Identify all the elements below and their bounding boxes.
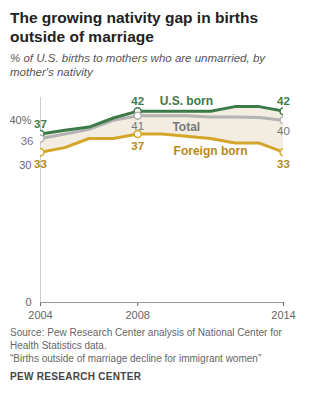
html-text:Source: Pew Research Center an: Source: Pew Research Center analysis of … — [10, 327, 282, 351]
svg-text:40: 40 — [277, 125, 290, 137]
svg-text:0: 0 — [25, 296, 31, 308]
svg-text:Total: Total — [172, 120, 200, 134]
html-text:% of U.S. births to mothers wh: % of U.S. births to mothers who are unma… — [10, 52, 265, 78]
svg-text:30: 30 — [19, 159, 31, 171]
svg-text:2004: 2004 — [28, 309, 52, 321]
svg-text:U.S. born: U.S. born — [160, 94, 213, 108]
html-text:“Births outside of marriage de: “Births outside of marriage decline for … — [10, 353, 262, 364]
svg-text:33: 33 — [34, 158, 47, 170]
svg-text:2008: 2008 — [125, 309, 149, 321]
svg-text:40%: 40% — [10, 114, 32, 126]
svg-text:37: 37 — [34, 118, 47, 130]
svg-text:42: 42 — [131, 95, 144, 107]
svg-text:42: 42 — [277, 95, 290, 107]
svg-text:2014: 2014 — [271, 309, 295, 321]
svg-text:41: 41 — [131, 120, 144, 132]
svg-text:33: 33 — [277, 158, 290, 170]
svg-text:36: 36 — [21, 135, 34, 147]
svg-text:Foreign born: Foreign born — [174, 144, 248, 158]
html-text:PEW RESEARCH CENTER: PEW RESEARCH CENTER — [10, 371, 142, 382]
svg-text:37: 37 — [131, 140, 144, 152]
html-text:The growing nativity gap in bi: The growing nativity gap in births outsi… — [10, 9, 258, 45]
